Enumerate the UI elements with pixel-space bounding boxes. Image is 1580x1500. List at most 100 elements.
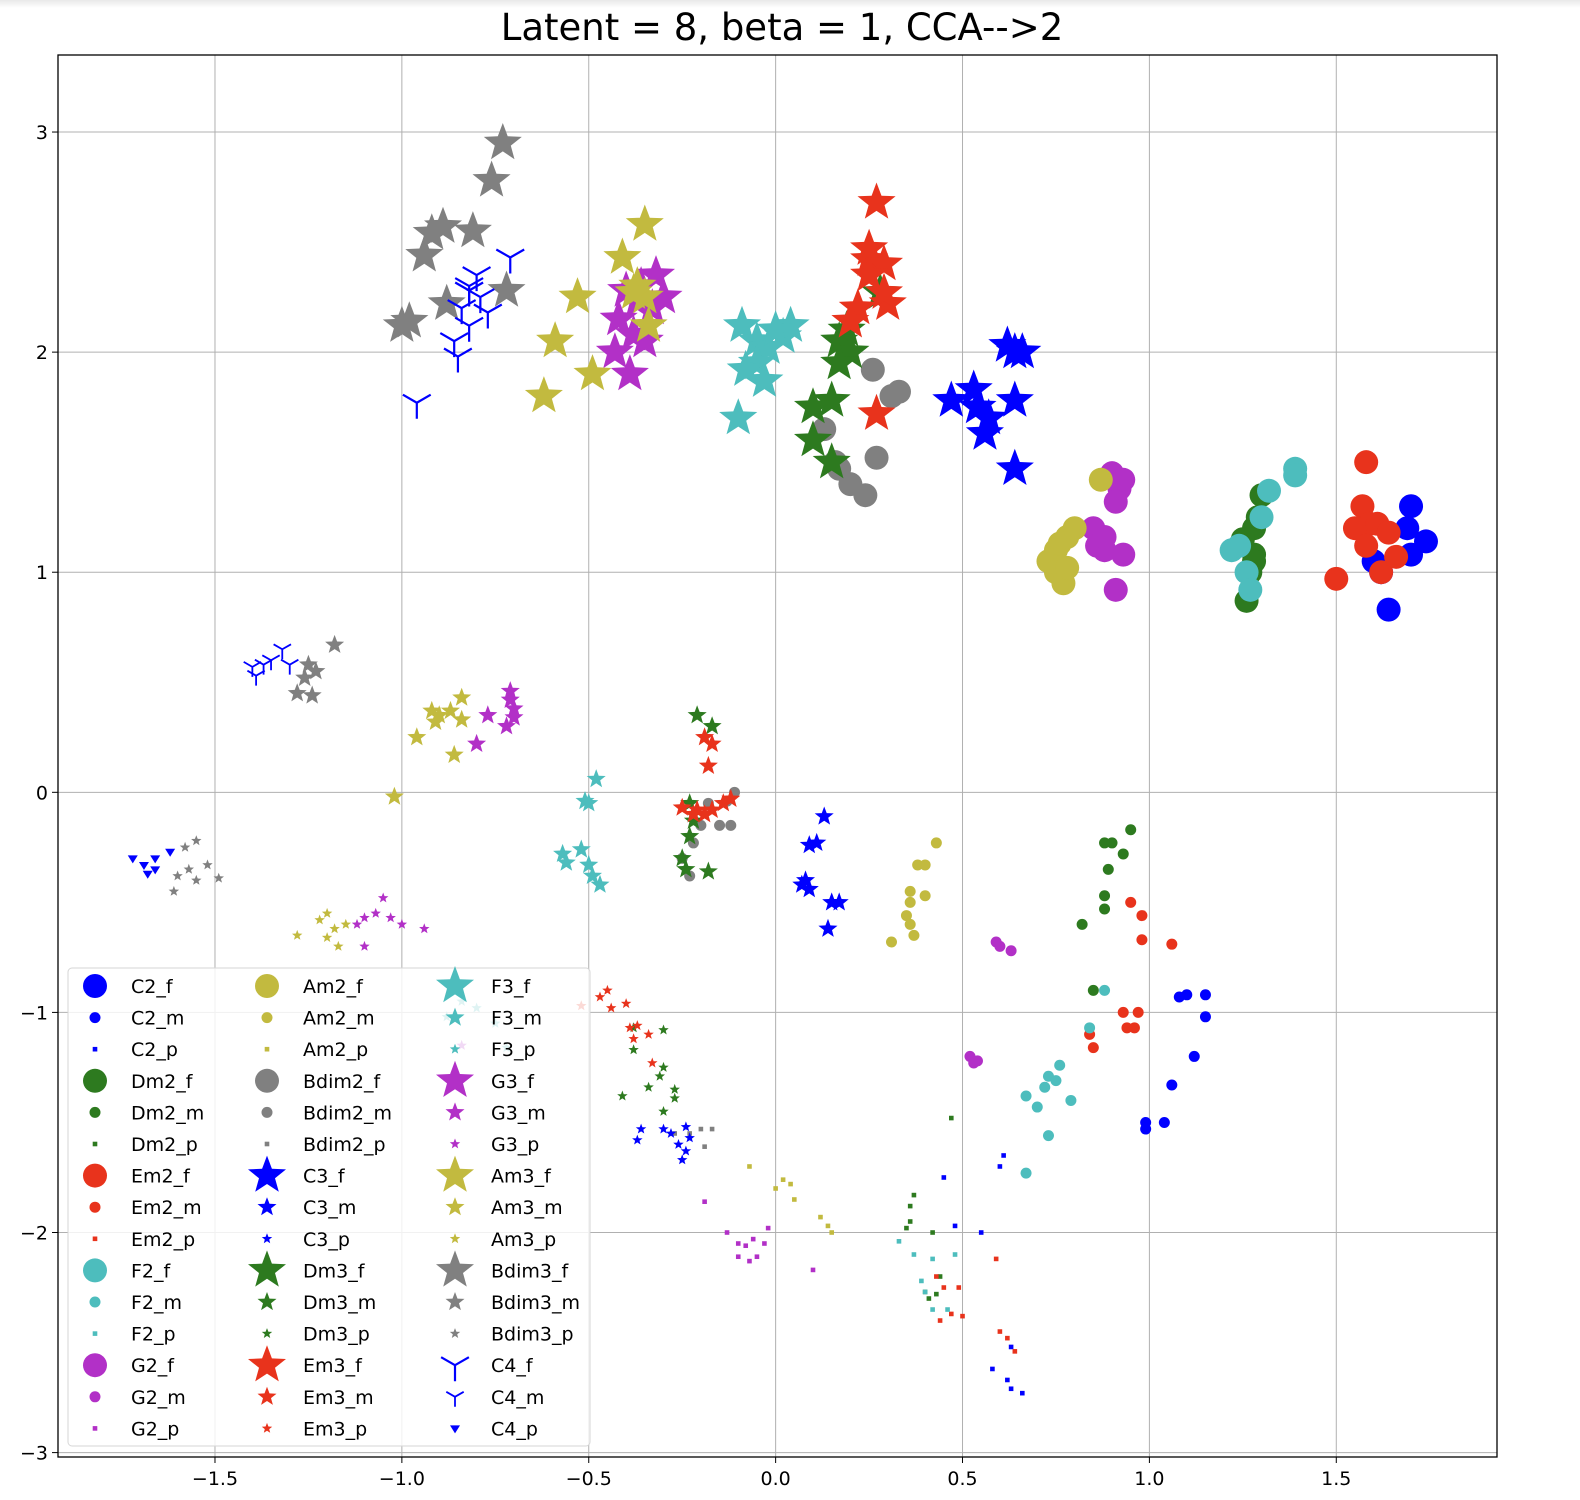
legend-marker-C4_m xyxy=(445,1391,465,1407)
point-Bdim2_f xyxy=(853,483,878,508)
point-C4_f xyxy=(402,393,432,419)
legend-entry-Em2_m: Em2_m xyxy=(89,1197,202,1219)
point-Em2_p xyxy=(949,1311,954,1317)
legend-label-F2_f: F2_f xyxy=(131,1260,172,1282)
point-Am3_p xyxy=(333,940,344,951)
point-Bdim2_m xyxy=(725,819,737,831)
legend-marker-Dm3_p xyxy=(261,1328,273,1338)
legend-entry-Bdim3_f: Bdim3_f xyxy=(436,1250,569,1287)
point-Dm2_p xyxy=(937,1274,943,1279)
point-F3_f xyxy=(737,321,776,358)
series-C2_p xyxy=(941,1153,1025,1396)
legend-label-G2_p: G2_p xyxy=(131,1418,179,1440)
point-Dm2_p xyxy=(907,1203,913,1209)
legend-label-C4_m: C4_m xyxy=(491,1387,544,1409)
legend-label-Em2_f: Em2_f xyxy=(131,1166,191,1188)
point-G3_m xyxy=(504,707,524,726)
legend-marker-Am2_m xyxy=(261,1012,273,1024)
legend-entry-Bdim3_p: Bdim3_p xyxy=(449,1324,574,1346)
legend-label-Em2_p: Em2_p xyxy=(131,1229,195,1251)
point-Am2_p xyxy=(788,1181,793,1187)
point-C2_m xyxy=(1188,1050,1200,1062)
point-Em2_m xyxy=(1117,1006,1129,1018)
point-G2_f xyxy=(1111,542,1136,567)
series-Em3_m xyxy=(672,727,741,823)
point-G3_p xyxy=(351,918,363,929)
point-Bdim2_p xyxy=(709,1126,715,1132)
legend-label-C2_f: C2_f xyxy=(131,976,174,998)
point-F3_f xyxy=(745,360,784,397)
legend-label-C4_f: C4_f xyxy=(491,1355,534,1377)
point-Dm3_m xyxy=(683,810,703,829)
series-F3_f xyxy=(719,305,810,435)
point-Bdim3_m xyxy=(287,683,307,702)
point-Am2_m xyxy=(908,929,920,941)
y-tick-label: −1 xyxy=(20,1002,48,1024)
legend-entry-F2_p: F2_p xyxy=(92,1324,176,1346)
point-Am3_f xyxy=(614,272,653,309)
point-G2_m xyxy=(971,1055,983,1067)
point-G3_f xyxy=(644,277,683,314)
point-Am2_m xyxy=(919,890,931,902)
series-Dm2_m xyxy=(1076,824,1137,996)
series-Am2_m xyxy=(885,837,942,948)
point-Dm2_m xyxy=(1076,918,1088,930)
point-Dm3_f xyxy=(820,343,859,380)
point-C3_m xyxy=(792,874,812,893)
legend-marker-Bdim2_f xyxy=(255,1068,279,1093)
point-Em2_m xyxy=(1128,1022,1140,1034)
point-Bdim3_f xyxy=(424,206,462,243)
point-Em3_p xyxy=(594,991,606,1002)
point-Am3_f xyxy=(558,277,597,314)
x-tick-label: 0.5 xyxy=(947,1468,977,1490)
point-C2_p xyxy=(990,1366,995,1372)
point-Em3_f xyxy=(831,301,870,338)
point-G3_p xyxy=(385,912,396,923)
legend: C2_f C2_m C2_p Dm2_f Dm2_m Dm2_p Em2_f Em2_m Em2… xyxy=(67,966,591,1447)
series-Am2_p xyxy=(747,1164,834,1235)
point-G3_f xyxy=(599,299,638,336)
point-G3_f xyxy=(595,332,634,369)
point-Bdim3_p xyxy=(191,835,202,846)
point-Am3_m xyxy=(452,709,472,728)
point-G2_f xyxy=(1103,577,1128,602)
legend-marker-C3_p xyxy=(261,1233,273,1244)
point-Dm2_p xyxy=(930,1230,935,1235)
series-C4_m xyxy=(243,643,299,686)
point-G2_p xyxy=(762,1241,767,1246)
series-C3_m xyxy=(792,806,849,937)
legend-marker-G3_m xyxy=(445,1102,465,1121)
point-F3_m xyxy=(579,793,599,812)
point-F2_m xyxy=(1020,1090,1032,1102)
point-C4_p xyxy=(165,848,176,857)
point-Bdim3_f xyxy=(487,270,526,307)
point-Em2_m xyxy=(1132,1006,1144,1018)
legend-label-Am2_p: Am2_p xyxy=(303,1039,368,1061)
legend-marker-Em2_f xyxy=(83,1163,107,1188)
x-tick-label: −1.5 xyxy=(192,1468,238,1490)
point-C3_p xyxy=(677,1154,688,1165)
y-tick-label: 2 xyxy=(36,342,48,364)
series-C2_m xyxy=(1140,989,1211,1135)
x-tick-label: 0.0 xyxy=(761,1468,791,1490)
series-G2_p xyxy=(702,1199,816,1273)
point-Bdim3_p xyxy=(179,841,191,852)
legend-entry-G3_m: G3_m xyxy=(445,1102,546,1124)
point-Am2_p xyxy=(829,1230,834,1235)
point-G3_p xyxy=(419,923,430,934)
legend-entry-G2_m: G2_m xyxy=(89,1387,186,1409)
point-Dm3_f xyxy=(831,332,870,369)
point-Dm2_m xyxy=(1117,848,1129,860)
legend-label-Em3_m: Em3_m xyxy=(303,1387,374,1409)
series-C3_p xyxy=(632,1121,695,1165)
point-Em2_f xyxy=(1384,544,1409,569)
point-F3_m xyxy=(579,854,599,873)
legend-marker-G3_f xyxy=(436,1060,474,1097)
point-Am2_m xyxy=(904,885,916,897)
point-Dm3_f xyxy=(794,387,832,424)
point-Bdim2_p xyxy=(702,1144,707,1149)
point-Am2_p xyxy=(792,1197,797,1202)
legend-entry-C3_f: C3_f xyxy=(248,1155,346,1192)
point-C2_p xyxy=(997,1164,1003,1169)
legend-marker-Dm3_f xyxy=(248,1250,286,1287)
